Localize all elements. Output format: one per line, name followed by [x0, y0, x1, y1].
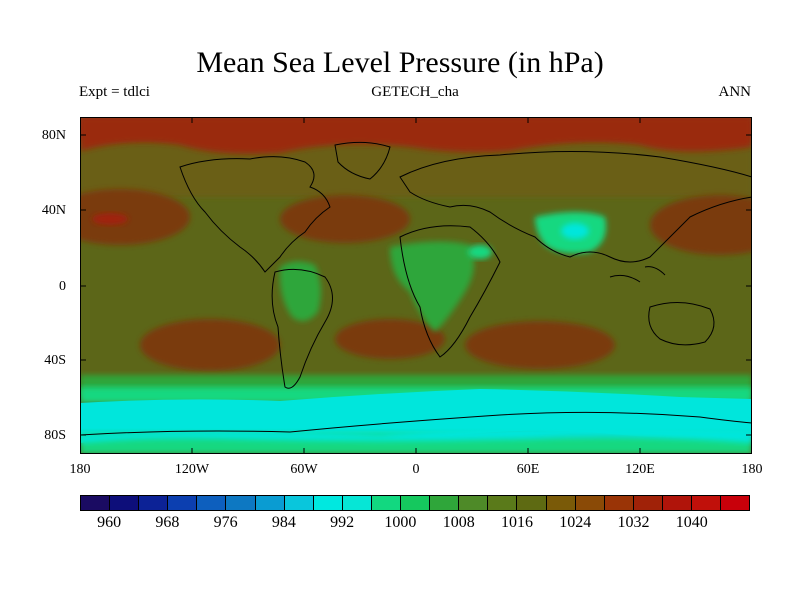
colorbar-swatch [371, 496, 402, 510]
borneo-coast [644, 266, 666, 276]
colorbar-swatch [110, 496, 140, 510]
colorbar-label: 992 [330, 514, 355, 531]
lat-label-equator: 0 [59, 279, 66, 294]
north-pacific-high [80, 189, 190, 245]
lon-label-120w: 120W [174, 462, 210, 477]
colorbar-swatch [662, 496, 692, 510]
colorbar-label: 1008 [442, 514, 475, 531]
colorbar-swatch [168, 496, 198, 510]
sahara-low [468, 245, 492, 259]
colorbar-swatch [313, 496, 343, 510]
lat-label-80s: 80S [44, 428, 66, 443]
lon-label-180w: 180 [69, 462, 91, 477]
season-label: ANN [718, 84, 752, 100]
colorbar-label: 984 [271, 514, 296, 531]
lat-label-40n: 40N [41, 203, 66, 218]
antarctic-trough [80, 426, 752, 443]
colorbar-swatch [342, 496, 372, 510]
lat-label-40s: 40S [44, 353, 66, 368]
colorbar-swatch [721, 496, 750, 510]
colorbar-label: 1032 [617, 514, 650, 531]
colorbar-swatch [284, 496, 314, 510]
colorbar-label: 968 [155, 514, 180, 531]
axis-ticks [80, 117, 752, 454]
colorbar-swatch [691, 496, 722, 510]
colorbar-swatch [226, 496, 256, 510]
colorbar-swatch [81, 496, 111, 510]
dataset-label: GETECH_cha [371, 84, 459, 100]
lat-label-80n: 80N [41, 128, 66, 143]
colorbar-label: 976 [213, 514, 238, 531]
colorbar-swatch [488, 496, 518, 510]
africa-low [390, 241, 474, 332]
colorbar-swatch [430, 496, 460, 510]
colorbar-swatch [255, 496, 285, 510]
lon-label-60e: 60E [516, 462, 540, 477]
north-america-coast [179, 156, 331, 273]
south-atlantic-high [335, 319, 445, 359]
north-atlantic-high [280, 195, 410, 243]
north-pacific-high-east [650, 195, 752, 255]
colorbar-label: 1016 [500, 514, 533, 531]
south-america-coast [271, 268, 333, 389]
arctic-high-region [80, 117, 752, 154]
indonesia-coast [609, 274, 641, 283]
map-title: Mean Sea Level Pressure (in hPa) [196, 46, 604, 79]
colorbar-swatch [401, 496, 431, 510]
south-indian-high [465, 321, 615, 369]
pressure-map [80, 117, 752, 454]
colorbar-label: 1000 [384, 514, 417, 531]
lon-label-120e: 120E [625, 462, 655, 477]
map-panel [80, 117, 752, 454]
colorbar-label: 1024 [559, 514, 592, 531]
colorbar-swatch [546, 496, 576, 510]
australia-coast [648, 302, 715, 346]
south-pacific-high [140, 319, 280, 371]
colorbar-swatch [633, 496, 663, 510]
colorbar-swatch [459, 496, 489, 510]
lon-label-180e: 180 [741, 462, 763, 477]
africa-coast [399, 225, 501, 358]
lon-label-0: 0 [412, 462, 420, 477]
eurasia-coast [399, 150, 752, 263]
colorbar-swatch [139, 496, 169, 510]
coastlines [80, 141, 752, 436]
colorbar-label: 1040 [675, 514, 708, 531]
colorbar-swatch [604, 496, 634, 510]
colorbar-swatch [517, 496, 547, 510]
antarctica-coast [80, 411, 752, 436]
lon-label-60w: 60W [290, 462, 318, 477]
greenland-coast [334, 141, 391, 180]
pressure-colorbar [80, 495, 750, 511]
experiment-label: Expt = tdlci [79, 84, 150, 100]
south-asia-low-core [561, 223, 589, 239]
colorbar-swatch [197, 496, 227, 510]
colorbar-label: 960 [97, 514, 122, 531]
south-america-low [279, 261, 321, 321]
colorbar-swatch [575, 496, 605, 510]
north-pacific-high-core [92, 213, 128, 225]
